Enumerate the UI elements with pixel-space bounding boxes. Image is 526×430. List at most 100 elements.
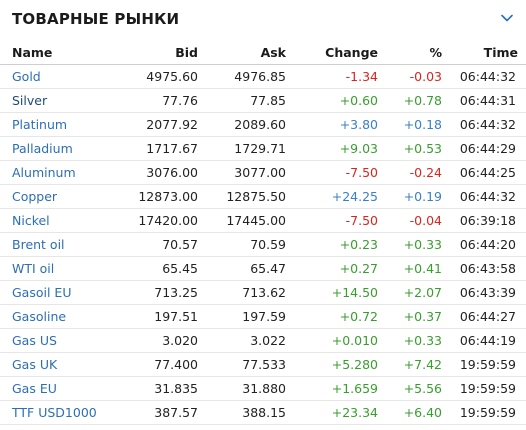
commodities-table: Name Bid Ask Change % Time Gold 4975.60 49…	[0, 41, 526, 425]
ask-value: 31.880	[206, 376, 294, 401]
table-row[interactable]: Gas UK 77.400 77.533 +5.280 +7.42 19:59:59	[0, 352, 526, 377]
commodity-name-link[interactable]: Silver	[0, 88, 104, 113]
commodity-name-link[interactable]: Gas EU	[0, 376, 104, 401]
percent-value: -0.03	[386, 64, 450, 89]
bid-value: 2077.92	[104, 112, 206, 137]
table-row[interactable]: Silver 77.76 77.85 +0.60 +0.78 06:44:31	[0, 88, 526, 113]
percent-value: +0.53	[386, 136, 450, 161]
percent-value: +7.42	[386, 352, 450, 377]
commodity-name-link[interactable]: Nickel	[0, 208, 104, 233]
bid-value: 3.020	[104, 328, 206, 353]
table-row[interactable]: Brent oil 70.57 70.59 +0.23 +0.33 06:44:20	[0, 232, 526, 257]
bid-value: 387.57	[104, 400, 206, 425]
change-value: +14.50	[294, 280, 386, 305]
change-value: +0.27	[294, 256, 386, 281]
table-row[interactable]: TTF USD1000 387.57 388.15 +23.34 +6.40 19:59:…	[0, 400, 526, 425]
percent-value: +2.07	[386, 280, 450, 305]
percent-value: -0.04	[386, 208, 450, 233]
bid-value: 70.57	[104, 232, 206, 257]
time-value: 06:44:32	[450, 184, 526, 209]
time-value: 06:43:58	[450, 256, 526, 281]
ask-value: 17445.00	[206, 208, 294, 233]
commodity-name-link[interactable]: Gas UK	[0, 352, 104, 377]
table-row[interactable]: Palladium 1717.67 1729.71 +9.03 +0.53 06:44:2…	[0, 136, 526, 161]
table-row[interactable]: Gasoil EU 713.25 713.62 +14.50 +2.07 06:43:39	[0, 280, 526, 305]
commodity-name-link[interactable]: Brent oil	[0, 232, 104, 257]
percent-value: +0.78	[386, 88, 450, 113]
time-value: 06:44:31	[450, 88, 526, 113]
commodity-name-link[interactable]: Gasoline	[0, 304, 104, 329]
time-value: 06:44:32	[450, 64, 526, 89]
commodity-name-link[interactable]: Gas US	[0, 328, 104, 353]
ask-value: 713.62	[206, 280, 294, 305]
percent-value: +0.18	[386, 112, 450, 137]
time-value: 06:44:29	[450, 136, 526, 161]
time-value: 06:44:27	[450, 304, 526, 329]
bid-value: 65.45	[104, 256, 206, 281]
column-header-bid[interactable]: Bid	[104, 41, 206, 65]
change-value: +0.72	[294, 304, 386, 329]
column-header-name[interactable]: Name	[0, 41, 104, 65]
percent-value: +0.19	[386, 184, 450, 209]
ask-value: 77.533	[206, 352, 294, 377]
percent-value: +5.56	[386, 376, 450, 401]
table-row[interactable]: WTI oil 65.45 65.47 +0.27 +0.41 06:43:58	[0, 256, 526, 281]
column-header-time[interactable]: Time	[450, 41, 526, 65]
time-value: 06:44:20	[450, 232, 526, 257]
change-value: -7.50	[294, 208, 386, 233]
change-value: +9.03	[294, 136, 386, 161]
time-value: 06:43:39	[450, 280, 526, 305]
change-value: +0.010	[294, 328, 386, 353]
ask-value: 3077.00	[206, 160, 294, 185]
change-value: +0.23	[294, 232, 386, 257]
ask-value: 70.59	[206, 232, 294, 257]
commodity-name-link[interactable]: Aluminum	[0, 160, 104, 185]
ask-value: 197.59	[206, 304, 294, 329]
bid-value: 4975.60	[104, 64, 206, 89]
table-header-row: Name Bid Ask Change % Time	[0, 41, 526, 65]
table-row[interactable]: Gas US 3.020 3.022 +0.010 +0.33 06:44:19	[0, 328, 526, 353]
time-value: 19:59:59	[450, 376, 526, 401]
table-row[interactable]: Gasoline 197.51 197.59 +0.72 +0.37 06:44:27	[0, 304, 526, 329]
commodity-name-link[interactable]: Palladium	[0, 136, 104, 161]
widget-header: ТОВАРНЫЕ РЫНКИ	[0, 0, 526, 38]
commodity-name-link[interactable]: TTF USD1000	[0, 400, 104, 425]
table-row[interactable]: Nickel 17420.00 17445.00 -7.50 -0.04 06:39:18	[0, 208, 526, 233]
ask-value: 3.022	[206, 328, 294, 353]
time-value: 06:44:25	[450, 160, 526, 185]
change-value: +23.34	[294, 400, 386, 425]
table-row[interactable]: Gas EU 31.835 31.880 +1.659 +5.56 19:59:59	[0, 376, 526, 401]
commodity-name-link[interactable]: Gasoil EU	[0, 280, 104, 305]
bid-value: 77.400	[104, 352, 206, 377]
ask-value: 4976.85	[206, 64, 294, 89]
percent-value: +0.33	[386, 232, 450, 257]
commodity-name-link[interactable]: Platinum	[0, 112, 104, 137]
percent-value: +0.37	[386, 304, 450, 329]
table-row[interactable]: Gold 4975.60 4976.85 -1.34 -0.03 06:44:32	[0, 64, 526, 89]
change-value: -7.50	[294, 160, 386, 185]
ask-value: 1729.71	[206, 136, 294, 161]
table-row[interactable]: Aluminum 3076.00 3077.00 -7.50 -0.24 06:44:25	[0, 160, 526, 185]
commodity-name-link[interactable]: Gold	[0, 64, 104, 89]
time-value: 06:44:19	[450, 328, 526, 353]
bid-value: 3076.00	[104, 160, 206, 185]
time-value: 06:44:32	[450, 112, 526, 137]
ask-value: 2089.60	[206, 112, 294, 137]
percent-value: +0.33	[386, 328, 450, 353]
bid-value: 1717.67	[104, 136, 206, 161]
bid-value: 12873.00	[104, 184, 206, 209]
change-value: +3.80	[294, 112, 386, 137]
commodity-name-link[interactable]: Copper	[0, 184, 104, 209]
column-header-change[interactable]: Change	[294, 41, 386, 65]
table-row[interactable]: Platinum 2077.92 2089.60 +3.80 +0.18 06:44:32	[0, 112, 526, 137]
chevron-down-icon[interactable]	[500, 11, 514, 25]
ask-value: 12875.50	[206, 184, 294, 209]
change-value: +24.25	[294, 184, 386, 209]
change-value: +1.659	[294, 376, 386, 401]
table-row[interactable]: Copper 12873.00 12875.50 +24.25 +0.19 06:44:3…	[0, 184, 526, 209]
commodity-name-link[interactable]: WTI oil	[0, 256, 104, 281]
percent-value: +6.40	[386, 400, 450, 425]
column-header-percent[interactable]: %	[386, 41, 450, 65]
column-header-ask[interactable]: Ask	[206, 41, 294, 65]
bid-value: 31.835	[104, 376, 206, 401]
